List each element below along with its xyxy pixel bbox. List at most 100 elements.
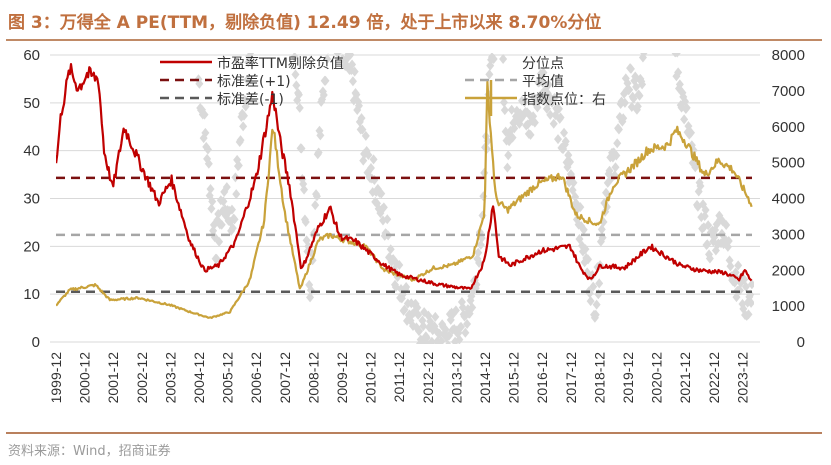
percentile-marker (629, 93, 638, 104)
percentile-marker (504, 150, 513, 161)
y-right-tick-label: 4000 (772, 191, 805, 208)
percentile-marker (445, 340, 452, 344)
chart-title: 图 3：万得全 A PE(TTM，剔除负值) 12.49 倍，处于上市以来 8.… (8, 13, 602, 33)
x-tick-label: 2010-12 (363, 352, 379, 404)
percentile-marker (230, 214, 239, 225)
percentile-marker (561, 136, 570, 147)
percentile-marker (705, 249, 714, 260)
percentile-marker (632, 81, 641, 92)
percentile-marker (571, 191, 580, 202)
percentile-marker (441, 324, 450, 335)
x-tick-label: 2009-12 (334, 352, 350, 404)
percentile-marker (200, 109, 209, 120)
x-tick-label: 2005-12 (220, 352, 236, 404)
y-right-tick-label: 1000 (772, 298, 805, 315)
percentile-marker (479, 191, 488, 202)
legend-label: 标准差(-1) (217, 92, 284, 108)
percentile-marker (499, 54, 508, 65)
percentile-marker (475, 257, 484, 268)
percentile-marker (568, 185, 577, 196)
percentile-marker (357, 113, 366, 124)
percentile-marker (369, 154, 378, 165)
x-tick-label: 2017-12 (563, 352, 579, 404)
y-left-tick-label: 10 (23, 286, 40, 303)
percentile-marker (746, 289, 754, 300)
percentile-marker (455, 334, 464, 344)
percentile-marker (605, 165, 614, 176)
percentile-marker (468, 302, 477, 313)
percentile-marker (497, 42, 505, 52)
percentile-marker (215, 236, 224, 247)
percentile-marker (673, 53, 681, 58)
percentile-marker (704, 220, 713, 231)
percentile-marker (682, 102, 691, 113)
y-left-tick-label: 40 (23, 143, 40, 160)
percentile-marker (510, 123, 519, 134)
percentile-marker (633, 101, 642, 112)
percentile-marker (234, 160, 243, 171)
percentile-marker (228, 223, 237, 234)
y-right-tick-label: 7000 (772, 83, 805, 100)
percentile-marker (242, 96, 251, 107)
percentile-marker (724, 236, 733, 247)
x-tick-label: 2021-12 (677, 352, 693, 404)
percentile-marker (732, 292, 741, 303)
percentile-marker (613, 138, 622, 149)
percentile-marker (579, 224, 588, 235)
percentile-marker (222, 182, 231, 193)
percentile-marker (730, 277, 739, 288)
x-tick-label: 2014-12 (477, 352, 493, 404)
percentile-marker (386, 244, 395, 255)
percentile-marker (674, 67, 683, 78)
percentile-marker (581, 244, 590, 255)
percentile-marker (461, 327, 470, 338)
x-tick-label: 2012-12 (420, 352, 436, 404)
percentile-marker (377, 188, 386, 199)
x-tick-label: 1999-12 (48, 352, 64, 404)
percentile-marker (538, 77, 547, 88)
percentile-marker (602, 187, 611, 198)
percentile-marker (203, 144, 212, 155)
percentile-marker (395, 259, 404, 270)
percentile-marker (243, 74, 252, 85)
percentile-marker (232, 189, 241, 200)
percentile-marker (556, 112, 565, 123)
percentile-marker (747, 297, 754, 308)
percentile-marker (306, 292, 315, 303)
percentile-marker (227, 204, 236, 215)
x-tick-label: 2020-12 (649, 352, 665, 404)
percentile-marker (734, 260, 743, 271)
percentile-marker (747, 279, 754, 290)
percentile-marker (231, 172, 240, 183)
percentile-marker (675, 79, 684, 90)
percentile-marker (539, 67, 548, 78)
percentile-marker (550, 92, 559, 103)
percentile-marker (311, 200, 320, 211)
pe-line (56, 62, 753, 290)
percentile-marker (549, 118, 558, 129)
x-tick-label: 2002-12 (134, 352, 150, 404)
percentile-marker (295, 102, 304, 113)
percentile-marker (620, 97, 629, 108)
y-left-tick-label: 0 (32, 334, 40, 351)
percentile-marker (348, 59, 357, 70)
percentile-marker (290, 53, 299, 62)
percentile-marker (554, 103, 563, 114)
y-left-tick-label: 20 (23, 238, 40, 255)
y-left-tick-label: 50 (23, 95, 40, 112)
percentile-marker (366, 162, 375, 173)
percentile-marker (726, 261, 735, 272)
x-tick-label: 2015-12 (506, 352, 522, 404)
percentile-marker (575, 234, 584, 245)
percentile-marker (638, 79, 647, 90)
percentile-marker (591, 309, 600, 320)
percentile-marker (476, 239, 485, 250)
percentile-marker (437, 336, 446, 344)
percentile-marker (499, 97, 508, 108)
percentile-marker (486, 60, 495, 71)
percentile-marker (741, 281, 750, 292)
percentile-marker (554, 134, 563, 145)
source-note: 资料来源：Wind，招商证券 (8, 444, 171, 459)
title-divider (6, 39, 822, 41)
